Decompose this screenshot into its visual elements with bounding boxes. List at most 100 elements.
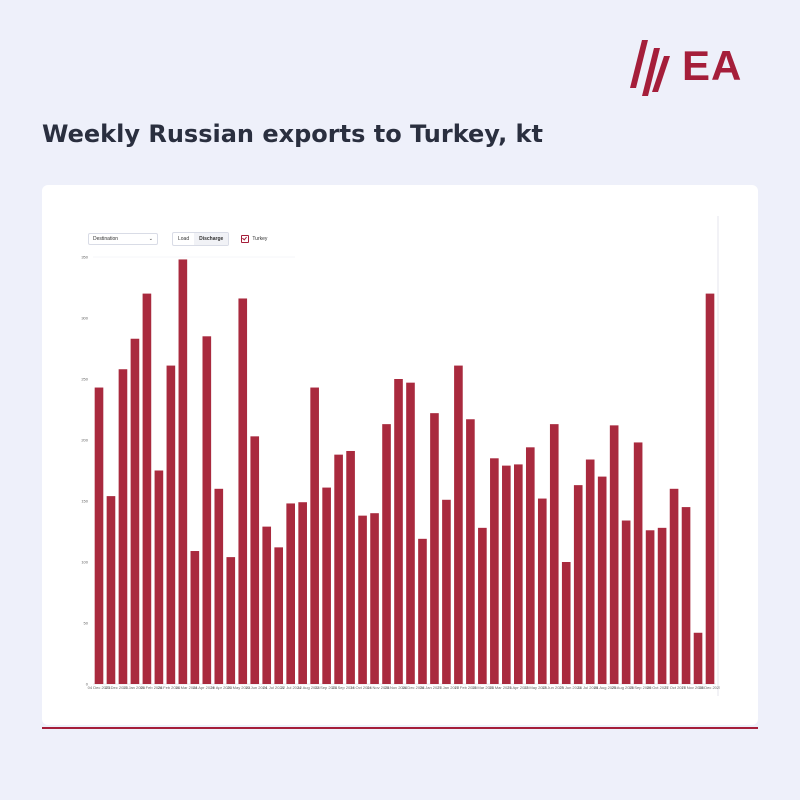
x-tick-label: 25 Dec 2023 xyxy=(105,685,128,690)
bar[interactable] xyxy=(214,488,224,684)
x-tick-label: 23 Jun 2025 xyxy=(559,685,582,690)
x-tick-label: 10 Mar 2025 xyxy=(472,685,495,690)
bar[interactable] xyxy=(286,503,295,684)
bar[interactable] xyxy=(226,557,236,684)
x-tick-label: 16 Dec 2024 xyxy=(402,685,425,690)
bar[interactable] xyxy=(370,513,379,684)
bar[interactable] xyxy=(382,424,391,684)
x-tick-label: 08 Apr 2024 xyxy=(193,685,215,690)
toggle-discharge[interactable]: Discharge xyxy=(194,233,229,245)
x-tick-label: 23 Sep 2024 xyxy=(332,685,355,690)
bar[interactable] xyxy=(597,476,607,684)
y-tick-label: 50 xyxy=(84,621,89,626)
bar[interactable] xyxy=(298,502,307,684)
destination-dropdown[interactable]: Destination ⌄ xyxy=(88,233,158,245)
bar[interactable] xyxy=(118,369,128,684)
x-tick-label: 04 Aug 2025 xyxy=(594,685,617,690)
y-tick-label: 250 xyxy=(81,377,88,382)
bar[interactable] xyxy=(154,470,164,685)
bar[interactable] xyxy=(525,447,535,684)
x-tick-label: 21 Apr 2025 xyxy=(507,685,529,690)
legend-checkbox-icon[interactable] xyxy=(241,235,250,243)
bar[interactable] xyxy=(418,538,427,684)
bar[interactable] xyxy=(130,338,140,684)
bar[interactable] xyxy=(430,413,439,684)
bar[interactable] xyxy=(573,485,583,684)
bar[interactable] xyxy=(346,450,355,684)
x-tick-label: 14 Jul 2025 xyxy=(577,685,598,690)
dropdown-value: Destination xyxy=(93,236,119,242)
x-tick-label: 15 Sep 2025 xyxy=(629,685,652,690)
x-tick-label: 17 Nov 2025 xyxy=(681,685,704,690)
bar[interactable] xyxy=(178,259,188,684)
x-tick-label: 25 Nov 2024 xyxy=(384,685,407,690)
bar[interactable] xyxy=(621,520,631,684)
x-tick-label: 10 Jun 2024 xyxy=(245,685,268,690)
y-tick-label: 350 xyxy=(81,255,88,260)
bar[interactable] xyxy=(406,382,415,684)
x-tick-label: 26 Feb 2024 xyxy=(158,685,181,690)
x-tick-label: 12 May 2025 xyxy=(524,685,548,690)
bar[interactable] xyxy=(94,387,104,684)
bar[interactable] xyxy=(645,530,655,684)
bar[interactable] xyxy=(681,507,691,684)
logo-text: EA xyxy=(682,42,743,89)
bar[interactable] xyxy=(322,487,331,684)
bar[interactable] xyxy=(202,336,212,684)
x-tick-label: 05 Feb 2024 xyxy=(140,685,163,690)
brand-logo: EA xyxy=(628,36,768,96)
x-tick-label: 27 Oct 2025 xyxy=(664,685,687,690)
y-tick-label: 300 xyxy=(81,316,88,321)
bar[interactable] xyxy=(478,527,487,684)
bar[interactable] xyxy=(274,547,284,684)
bar[interactable] xyxy=(466,419,475,684)
chevron-down-icon: ⌄ xyxy=(148,236,153,242)
toggle-load[interactable]: Load xyxy=(178,236,190,242)
bar[interactable] xyxy=(633,442,643,684)
bar[interactable] xyxy=(190,551,200,684)
bar[interactable] xyxy=(585,459,595,684)
bar[interactable] xyxy=(394,379,403,684)
bar[interactable] xyxy=(106,496,116,684)
x-tick-label: 20 May 2024 xyxy=(227,685,251,690)
bar[interactable] xyxy=(442,499,451,684)
bar[interactable] xyxy=(334,454,343,684)
bar[interactable] xyxy=(669,488,679,684)
bar[interactable] xyxy=(514,464,523,684)
legend-label: Turkey xyxy=(252,236,268,242)
x-tick-label: 08 Dec 2025 xyxy=(699,685,720,690)
bar[interactable] xyxy=(705,293,715,684)
bar[interactable] xyxy=(358,515,367,684)
x-tick-label: 04 Dec 2023 xyxy=(88,685,111,690)
bar[interactable] xyxy=(142,293,152,684)
bar[interactable] xyxy=(561,562,571,684)
x-tick-label: 12 Aug 2024 xyxy=(297,685,320,690)
x-tick-label: 22 Jul 2024 xyxy=(281,685,302,690)
bar[interactable] xyxy=(310,387,319,684)
bar[interactable] xyxy=(657,527,667,684)
ea-logo-mark-icon xyxy=(630,40,670,96)
y-tick-label: 100 xyxy=(81,560,88,565)
chart-controls: Destination ⌄ Load Discharge Turkey xyxy=(88,231,267,247)
page-title: Weekly Russian exports to Turkey, kt xyxy=(42,120,543,148)
bar[interactable] xyxy=(166,365,176,684)
x-tick-label: 02 Jun 2025 xyxy=(542,685,565,690)
bar[interactable] xyxy=(454,365,463,684)
x-tick-label: 06 Jan 2025 xyxy=(420,685,443,690)
bar[interactable] xyxy=(502,465,511,684)
bar[interactable] xyxy=(609,425,619,684)
x-tick-label: 29 Apr 2024 xyxy=(210,685,232,690)
bar[interactable] xyxy=(537,498,547,684)
bar[interactable] xyxy=(250,436,260,684)
x-tick-label: 25 Aug 2025 xyxy=(611,685,634,690)
x-tick-label: 27 Jan 2025 xyxy=(437,685,460,690)
bar[interactable] xyxy=(262,526,272,684)
bar[interactable] xyxy=(490,458,499,684)
accent-divider xyxy=(42,727,758,729)
y-tick-label: 200 xyxy=(81,438,88,443)
x-tick-label: 14 Oct 2024 xyxy=(350,685,373,690)
y-tick-label: 150 xyxy=(81,499,88,504)
bar[interactable] xyxy=(693,632,703,684)
bar[interactable] xyxy=(238,298,248,684)
bar[interactable] xyxy=(549,424,559,684)
